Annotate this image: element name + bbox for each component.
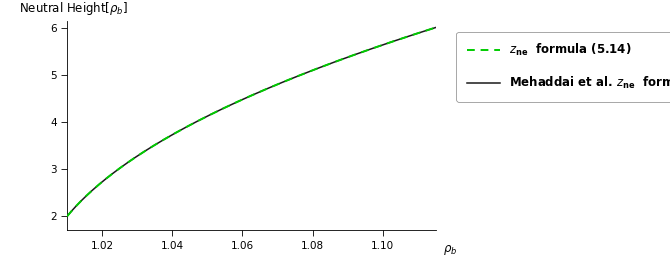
Text: Neutral Height[$\rho_b$]: Neutral Height[$\rho_b$]: [19, 0, 128, 17]
Legend: $z_\mathregular{ne}$  formula (5.14), Mehaddai et al. $z_\mathregular{ne}$  form: $z_\mathregular{ne}$ formula (5.14), Meh…: [456, 32, 670, 102]
X-axis label: $\rho_b$: $\rho_b$: [443, 243, 458, 257]
